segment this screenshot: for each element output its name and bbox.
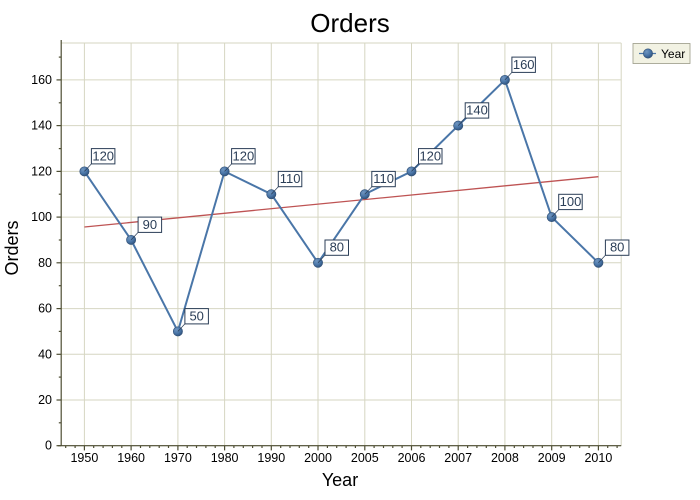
svg-text:Orders: Orders <box>310 8 389 38</box>
svg-text:1970: 1970 <box>164 451 192 465</box>
svg-text:80: 80 <box>38 256 52 270</box>
svg-text:20: 20 <box>38 393 52 407</box>
svg-text:Year: Year <box>322 470 358 490</box>
svg-text:2005: 2005 <box>351 451 379 465</box>
svg-text:0: 0 <box>45 439 52 453</box>
svg-text:80: 80 <box>610 240 624 255</box>
svg-text:110: 110 <box>280 171 301 186</box>
svg-text:60: 60 <box>38 302 52 316</box>
svg-text:2008: 2008 <box>491 451 519 465</box>
svg-text:50: 50 <box>189 308 203 323</box>
svg-text:2009: 2009 <box>538 451 566 465</box>
svg-text:100: 100 <box>560 194 582 209</box>
svg-text:2006: 2006 <box>398 451 426 465</box>
svg-text:120: 120 <box>419 148 441 163</box>
svg-text:Orders: Orders <box>2 220 22 275</box>
svg-text:160: 160 <box>31 73 52 87</box>
svg-text:140: 140 <box>31 119 52 133</box>
svg-text:Year: Year <box>661 47 685 61</box>
svg-text:120: 120 <box>233 148 255 163</box>
svg-text:1960: 1960 <box>117 451 145 465</box>
svg-text:120: 120 <box>92 148 114 163</box>
svg-text:80: 80 <box>330 240 344 255</box>
svg-text:1980: 1980 <box>211 451 239 465</box>
svg-text:40: 40 <box>38 347 52 361</box>
svg-text:1950: 1950 <box>70 451 98 465</box>
svg-text:100: 100 <box>31 210 52 224</box>
svg-text:120: 120 <box>31 164 52 178</box>
svg-text:2010: 2010 <box>584 451 612 465</box>
svg-text:2000: 2000 <box>304 451 332 465</box>
svg-text:90: 90 <box>143 217 157 232</box>
svg-text:160: 160 <box>513 57 535 72</box>
svg-text:140: 140 <box>466 103 488 118</box>
svg-text:2007: 2007 <box>444 451 472 465</box>
svg-text:1990: 1990 <box>257 451 285 465</box>
svg-text:110: 110 <box>373 171 394 186</box>
